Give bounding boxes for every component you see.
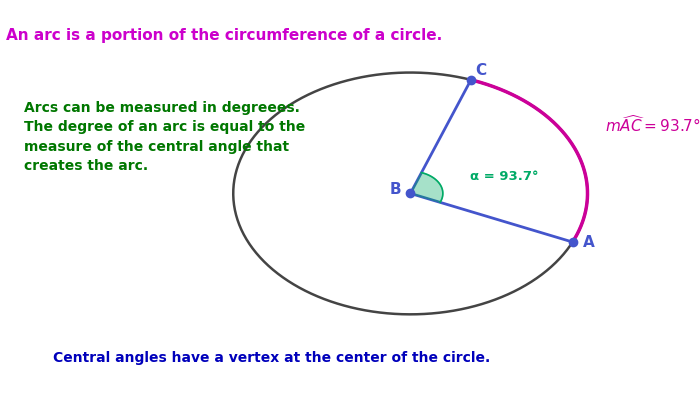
Text: An arc is a portion of the circumference of a circle.: An arc is a portion of the circumference…: [6, 28, 442, 43]
Polygon shape: [410, 172, 443, 202]
Text: A: A: [583, 235, 595, 249]
Text: $m\widehat{AC} = 93.7°$: $m\widehat{AC} = 93.7°$: [606, 114, 700, 135]
Text: α = 93.7°: α = 93.7°: [470, 170, 538, 183]
Text: B: B: [390, 182, 401, 197]
Text: Central angles have a vertex at the center of the circle.: Central angles have a vertex at the cent…: [53, 351, 491, 365]
Text: C: C: [476, 63, 486, 79]
Text: Arcs can be measured in degreees.
The degree of an arc is equal to the
measure o: Arcs can be measured in degreees. The de…: [24, 101, 305, 173]
